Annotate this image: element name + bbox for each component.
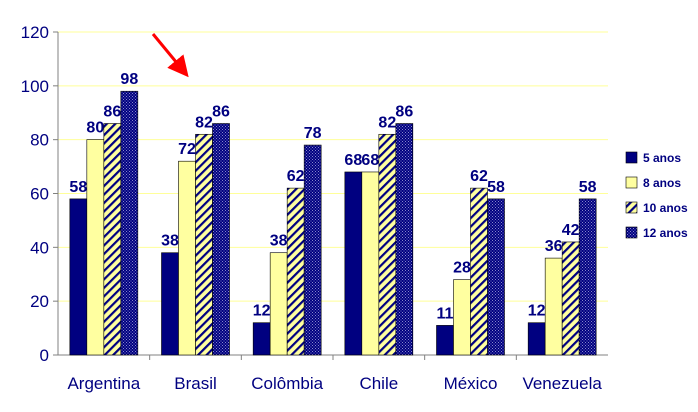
data-label: 82 (378, 114, 396, 131)
bar (86, 139, 105, 356)
data-label: 38 (161, 233, 179, 250)
data-label: 78 (304, 125, 322, 142)
data-label: 98 (120, 71, 138, 88)
data-label: 11 (437, 305, 454, 322)
bar (453, 279, 471, 356)
y-tick-label: 0 (40, 346, 49, 365)
grid-lines (58, 31, 608, 302)
data-label: 82 (195, 114, 213, 131)
data-label: 68 (344, 152, 362, 169)
bar (178, 160, 196, 356)
bar (269, 252, 288, 356)
x-tick-label: Argentina (67, 374, 140, 393)
data-label: 58 (69, 179, 87, 196)
legend: 5 anos 8 anos 10 anos 12 anos (625, 151, 688, 240)
y-tick-label: 20 (30, 292, 49, 311)
y-tick-label: 40 (30, 238, 49, 257)
y-tick-label: 120 (21, 23, 49, 42)
x-tick-label: Brasil (174, 374, 217, 393)
data-label: 62 (470, 168, 488, 185)
bar (303, 144, 322, 356)
bar (212, 123, 230, 356)
axes: 0 20 40 60 80 100 120 Argentina Brasil Colômbia Ch… (21, 23, 608, 393)
bar (395, 123, 414, 356)
bar (378, 133, 397, 356)
y-tick-label: 100 (21, 77, 49, 96)
data-label: 28 (453, 260, 471, 277)
y-tick-label: 60 (30, 185, 49, 204)
bars (69, 90, 597, 356)
bar (120, 90, 139, 356)
data-label: 86 (212, 104, 230, 121)
data-label: 86 (103, 104, 121, 121)
x-tick-label: Colômbia (251, 374, 323, 393)
legend-label: 12 anos (643, 226, 688, 240)
data-label: 36 (545, 238, 563, 255)
bar (361, 171, 380, 356)
bar (487, 198, 505, 356)
bar (436, 325, 454, 356)
bar (103, 123, 122, 356)
legend-label: 10 anos (643, 201, 688, 215)
legend-swatch (625, 201, 638, 214)
data-label: 58 (487, 179, 505, 196)
bar (561, 241, 580, 356)
data-label: 12 (253, 303, 271, 320)
data-label: 86 (395, 104, 413, 121)
legend-swatch (625, 176, 638, 189)
legend-swatch (625, 226, 638, 239)
data-label: 12 (528, 303, 546, 320)
data-label: 68 (361, 152, 379, 169)
bar (470, 187, 488, 356)
bar (344, 171, 363, 356)
data-label: 62 (287, 168, 305, 185)
legend-label: 8 anos (643, 176, 681, 190)
x-tick-label: Chile (359, 374, 398, 393)
bar (286, 187, 305, 356)
bar (527, 322, 546, 356)
y-tick-label: 80 (30, 131, 49, 150)
data-label: 38 (270, 233, 288, 250)
data-label: 72 (178, 141, 196, 158)
x-tick-label: México (444, 374, 498, 393)
bar (252, 322, 271, 356)
data-label: 80 (86, 120, 104, 137)
bar (195, 133, 213, 356)
legend-label: 5 anos (643, 151, 681, 165)
bar (69, 198, 88, 356)
bar (161, 252, 179, 356)
x-tick-label: Venezuela (522, 374, 602, 393)
annotation-arrow (151, 33, 189, 78)
data-label: 42 (562, 222, 580, 239)
bar (578, 198, 597, 356)
legend-swatch (625, 151, 638, 164)
data-label: 58 (579, 179, 597, 196)
bar (544, 257, 563, 356)
